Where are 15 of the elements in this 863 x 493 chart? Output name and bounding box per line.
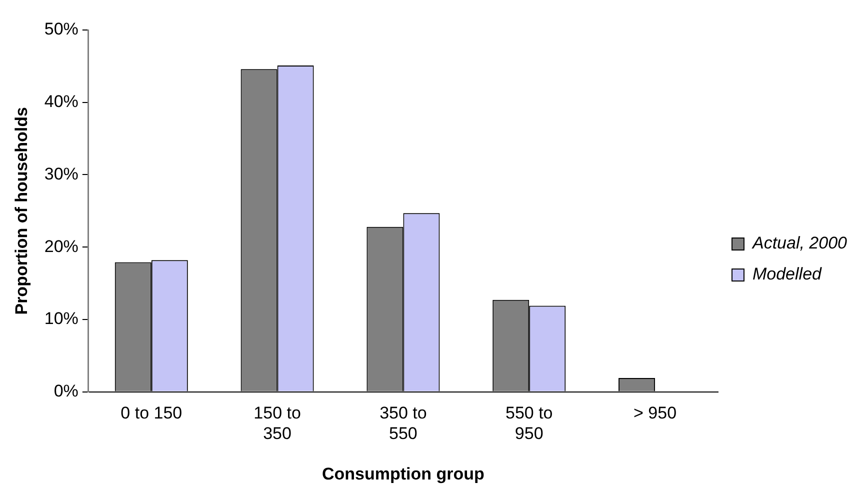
y-tick-label: 40% xyxy=(44,92,78,112)
y-tick-label: 50% xyxy=(44,20,78,39)
x-axis-title: Consumption group xyxy=(322,464,484,484)
y-tick-label: 20% xyxy=(44,236,78,256)
y-tick-label: 0% xyxy=(54,381,78,400)
x-tick-label: 0 to 150 xyxy=(120,404,182,423)
legend-label: Actual, 2000 xyxy=(751,234,848,253)
x-tick-label: 550 to 950 xyxy=(505,404,553,444)
x-tick-label: 350 to 550 xyxy=(380,404,427,444)
y-axis-title: Proportion of households xyxy=(12,107,31,315)
x-tick-label: 150 to 350 xyxy=(254,404,301,444)
x-tick-label: > 950 xyxy=(634,404,677,423)
legend-label: Modelled xyxy=(752,264,822,284)
y-tick-label: 30% xyxy=(44,164,78,184)
y-tick-label: 10% xyxy=(44,309,78,328)
